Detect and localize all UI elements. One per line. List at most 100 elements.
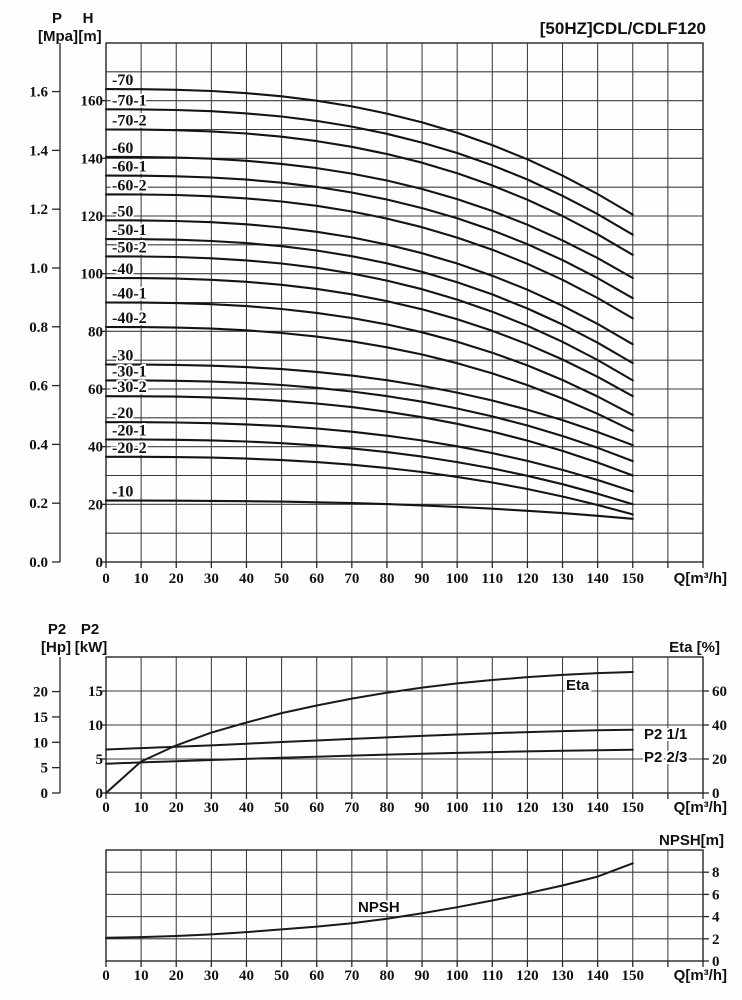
head-tick-label: 40: [88, 440, 103, 456]
pump-curve-label-20-1: -20-1: [112, 422, 147, 439]
head-tick-label: 120: [81, 209, 104, 225]
npsh-tick-label: 4: [712, 910, 720, 926]
curve-label-Eta: Eta: [566, 677, 590, 694]
pump-curve-70-1: [104, 108, 634, 236]
pump-curve-label-40-1: -40-1: [112, 286, 147, 303]
power-kw-axis-unit: [kW]: [75, 639, 108, 656]
head-axis-name: H: [83, 10, 94, 27]
pump-curve-40-2: [104, 325, 634, 432]
flow-tick-label: 150: [622, 571, 645, 587]
flow-tick-label: 150: [622, 968, 645, 984]
pump-curve-20-2: [104, 455, 634, 516]
pump-curve-50-2: [104, 255, 634, 382]
flow-tick-label: 50: [274, 571, 289, 587]
flow-tick-label: 0: [102, 800, 110, 816]
curve-label-P2-1-1: P2 1/1: [644, 726, 687, 743]
flow-tick-label: 70: [344, 968, 359, 984]
hp-tick-label: 10: [33, 735, 48, 751]
flow-tick-label: 110: [481, 571, 503, 587]
pump-curve-30-2: [104, 395, 634, 477]
pump-curve-40: [104, 276, 634, 398]
pump-curve-label-40-2: -40-2: [112, 310, 147, 327]
flow-tick-label: 70: [344, 571, 359, 587]
power-kw-axis-name: P2: [81, 621, 99, 638]
pump-curve-label-30-1: -30-1: [112, 363, 147, 380]
flow-tick-label: 60: [309, 571, 324, 587]
power-hp-axis-name: P2: [48, 621, 66, 638]
flow-tick-label: 110: [481, 800, 503, 816]
pressure-tick-label: 0.8: [29, 320, 48, 336]
pressure-tick-label: 1.2: [29, 202, 48, 218]
flow-tick-label: 80: [379, 968, 394, 984]
flow-tick-label: 120: [516, 571, 539, 587]
head-tick-label: 160: [81, 94, 104, 110]
flow-axis-label-bottom: Q[m³/h]: [674, 967, 727, 984]
pressure-tick-label: 1.4: [29, 143, 48, 159]
pump-curve-70: [104, 88, 634, 216]
pump-curve-20: [104, 421, 634, 493]
curve-Eta: [105, 671, 634, 794]
flow-tick-label: 30: [204, 968, 219, 984]
eta-tick-label: 0: [712, 786, 720, 802]
flow-tick-label: 140: [586, 968, 609, 984]
pump-curve-label-50: -50: [112, 203, 133, 220]
pump-curve-label-30: -30: [112, 347, 133, 364]
pressure-tick-label: 0.6: [29, 379, 48, 395]
pump-curve-40-1: [104, 301, 634, 416]
pump-curve-label-20: -20: [112, 405, 133, 422]
hp-tick-label: 15: [33, 710, 48, 726]
flow-tick-label: 120: [516, 800, 539, 816]
pump-curve-label-70: -70: [112, 72, 133, 89]
head-tick-label: 0: [96, 555, 104, 571]
flow-axis-label-middle: Q[m³/h]: [674, 799, 727, 816]
flow-tick-label: 40: [239, 571, 254, 587]
flow-tick-label: 50: [274, 968, 289, 984]
flow-tick-label: 80: [379, 800, 394, 816]
eta-tick-label: 60: [712, 684, 727, 700]
flow-tick-label: 10: [134, 571, 149, 587]
flow-tick-label: 130: [551, 968, 574, 984]
flow-tick-label: 0: [102, 571, 110, 587]
flow-tick-label: 140: [586, 800, 609, 816]
flow-tick-label: 140: [586, 571, 609, 587]
pump-curve-label-50-1: -50-1: [112, 222, 147, 239]
generated-chart-layers: 0.00.20.40.60.81.01.21.41.60204060801001…: [29, 42, 727, 984]
pump-curve-label-60-2: -60-2: [112, 177, 147, 194]
pressure-axis-unit: [Mpa]: [38, 28, 78, 45]
flow-tick-label: 130: [551, 571, 574, 587]
flow-tick-label: 100: [446, 800, 469, 816]
flow-tick-label: 0: [102, 968, 110, 984]
kw-tick-label: 15: [88, 684, 103, 700]
pump-curve-50: [104, 219, 634, 346]
curve-P2-1-1: [105, 728, 634, 751]
flow-tick-label: 110: [481, 968, 503, 984]
chart-title: [50HZ]CDL/CDLF120: [540, 19, 706, 38]
pump-curve-60-1: [104, 174, 634, 300]
flow-tick-label: 40: [239, 800, 254, 816]
npsh-tick-label: 8: [712, 865, 720, 881]
curve-label-P2-2-3: P2 2/3: [644, 749, 687, 766]
npsh-axis-title: NPSH[m]: [659, 832, 724, 849]
pump-curve-label-40: -40: [112, 261, 133, 278]
flow-tick-label: 100: [446, 968, 469, 984]
eta-tick-label: 20: [712, 752, 727, 768]
flow-tick-label: 150: [622, 800, 645, 816]
flow-tick-label: 120: [516, 968, 539, 984]
curve-NPSH: [105, 862, 634, 939]
pressure-tick-label: 1.0: [29, 261, 48, 277]
flow-tick-label: 70: [344, 800, 359, 816]
pump-curve-label-30-2: -30-2: [112, 379, 147, 396]
pump-curve-30: [104, 363, 634, 447]
flow-tick-label: 100: [446, 571, 469, 587]
pump-curve-20-1: [104, 438, 634, 506]
pump-curve-label-10: -10: [112, 484, 133, 501]
flow-tick-label: 90: [415, 571, 430, 587]
flow-tick-label: 60: [309, 968, 324, 984]
pump-curve-30-1: [104, 379, 634, 463]
pressure-tick-label: 0.0: [29, 555, 48, 571]
kw-tick-label: 0: [96, 786, 104, 802]
head-tick-label: 80: [88, 324, 103, 340]
npsh-tick-label: 0: [712, 954, 720, 970]
pump-curve-label-20-2: -20-2: [112, 440, 147, 457]
pump-curve-label-70-1: -70-1: [112, 92, 147, 109]
